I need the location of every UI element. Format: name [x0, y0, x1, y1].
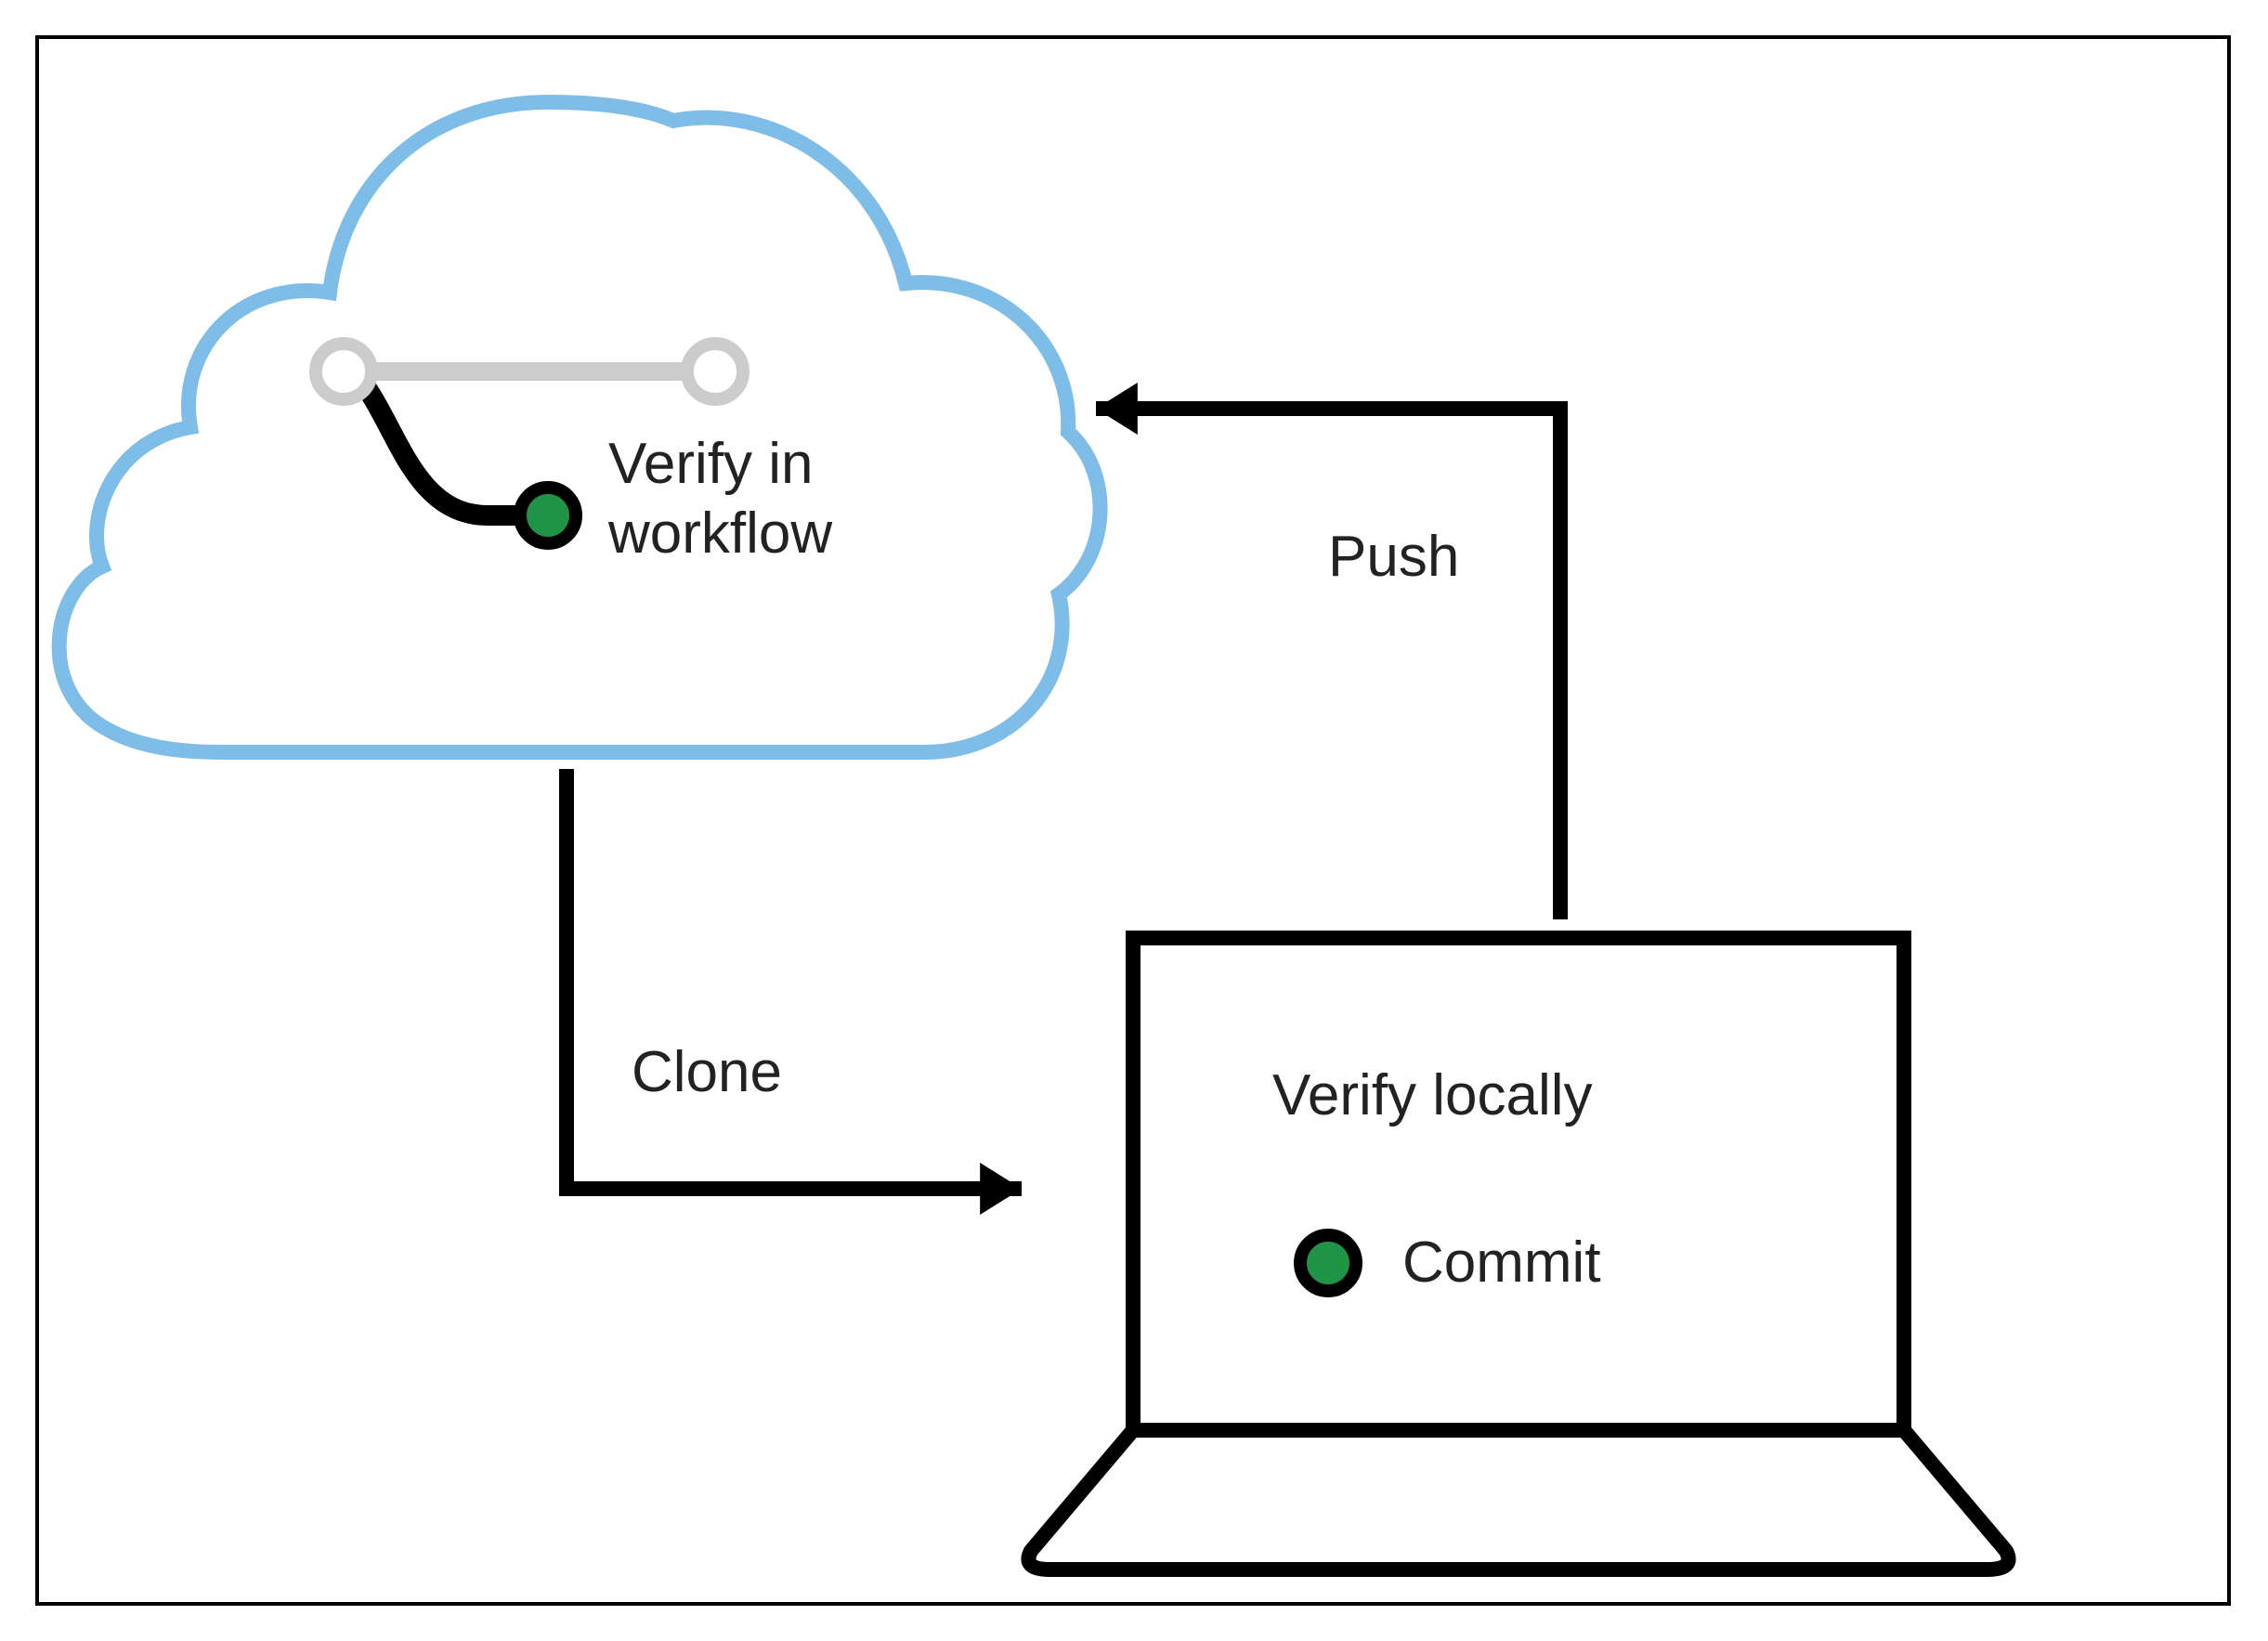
verify-locally-label: Verify locally [1272, 1063, 1593, 1127]
commit-node-feature [520, 488, 576, 543]
laptop-screen-icon [1133, 938, 1904, 1430]
push-arrow-head [1096, 383, 1138, 435]
commit-node-2 [687, 344, 743, 399]
diagram-canvas: Verify in workflow Clone Push Verify loc… [0, 0, 2268, 1641]
commit-label: Commit [1402, 1231, 1601, 1295]
verify-workflow-label-line2: workflow [607, 501, 832, 566]
cloud-icon [59, 102, 1101, 752]
laptop-base-icon [1029, 1430, 2009, 1569]
commit-dot-icon [1300, 1235, 1356, 1291]
verify-workflow-label-line1: Verify in [608, 432, 814, 496]
workflow-diagram-svg: Verify in workflow Clone Push Verify loc… [0, 0, 2268, 1641]
clone-label: Clone [632, 1040, 782, 1104]
clone-arrow [567, 769, 1022, 1189]
clone-arrow-head [980, 1163, 1022, 1215]
push-arrow [1096, 409, 1560, 919]
push-label: Push [1328, 525, 1459, 589]
commit-node-1 [316, 344, 371, 399]
